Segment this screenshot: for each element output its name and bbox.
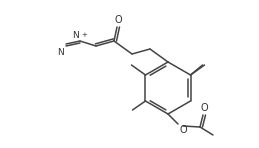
Text: O: O — [200, 103, 208, 113]
Text: O: O — [114, 15, 122, 25]
Text: +: + — [81, 32, 87, 38]
Text: N: N — [72, 31, 79, 40]
Text: O: O — [179, 125, 187, 135]
Text: N: N — [57, 48, 64, 57]
